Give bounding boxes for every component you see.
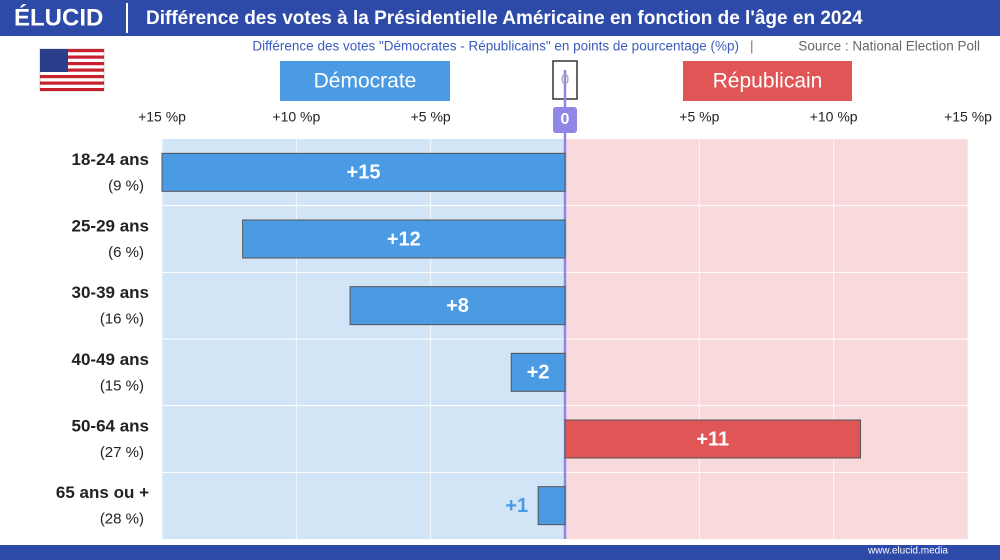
legend-label: Républicain [713, 70, 823, 93]
x-tick-label: +15 %p [944, 109, 992, 125]
bar [161, 152, 566, 192]
value-label: +8 [446, 295, 469, 317]
x-tick-label: +15 %p [138, 109, 186, 125]
separator: | [750, 39, 754, 54]
footer: www.elucid.media [867, 546, 948, 557]
category-label: 18-24 ans [72, 150, 150, 169]
value-label: +2 [527, 362, 550, 384]
category-label: 40-49 ans [72, 350, 150, 369]
category-note: (27 %) [100, 444, 144, 461]
x-tick-label: +10 %p [272, 109, 320, 125]
x-tick-label: +10 %p [810, 109, 858, 125]
category-note: (9 %) [108, 177, 144, 194]
legend-label: Démocrate [314, 70, 417, 93]
legend-box [280, 61, 450, 101]
value-label: +15 [347, 162, 381, 184]
brand: ÉLUCID [14, 3, 103, 31]
subtitle: Différence des votes "Démocrates - Répub… [252, 39, 739, 54]
bar [564, 419, 862, 459]
category-label: 65 ans ou + [56, 483, 149, 502]
x-tick-label: 0 [561, 111, 570, 128]
category-note: (15 %) [100, 377, 144, 394]
x-tick-label: +5 %p [679, 109, 719, 125]
value-label: +12 [387, 228, 421, 250]
value-label: +11 [696, 428, 729, 450]
chart-title: Différence des votes à la Présidentielle… [146, 8, 863, 29]
category-label: 25-29 ans [72, 216, 150, 235]
category-note: (28 %) [100, 511, 144, 528]
category-note: (6 %) [108, 244, 144, 261]
legend-box [683, 61, 852, 101]
bar [510, 352, 566, 392]
value-label: +1 [505, 495, 528, 517]
header-band [0, 0, 1000, 36]
zero-badge [553, 107, 577, 133]
x-tick-label: +5 %p [411, 109, 451, 125]
category-label: 30-39 ans [72, 283, 150, 302]
category-note: (16 %) [100, 311, 144, 328]
bar [537, 486, 566, 526]
category-label: 50-64 ans [72, 416, 150, 435]
bar [242, 219, 566, 259]
flag [39, 48, 105, 92]
source: Source : National Election Poll [798, 39, 980, 54]
footer-band [0, 545, 1000, 560]
header-divider [126, 3, 128, 33]
zero-legend-label: 0 [561, 71, 569, 88]
bar [349, 286, 566, 326]
